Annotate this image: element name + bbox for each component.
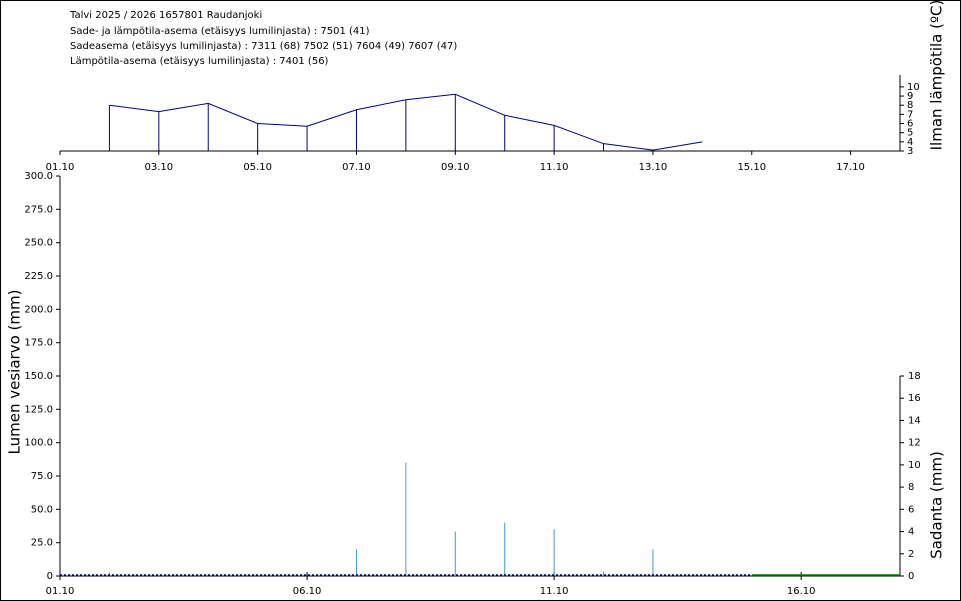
y2-tick-label: 6 <box>908 504 914 515</box>
x-tick-label: 11.10 <box>540 162 569 173</box>
y2-tick-label: 3 <box>907 146 913 157</box>
y-tick-label: 275.0 <box>24 204 53 215</box>
y2-tick-label: 8 <box>908 482 914 493</box>
y2-tick-label: 12 <box>908 438 921 449</box>
x-tick-label: 09.10 <box>441 162 470 173</box>
y-tick-label: 75.0 <box>31 471 53 482</box>
x-tick-label: 07.10 <box>342 162 371 173</box>
x-tick-label: 13.10 <box>639 162 668 173</box>
y2-tick-label: 9 <box>907 91 913 102</box>
header-line: Sadeasema (etäisyys lumilinjasta) : 7311… <box>70 41 457 52</box>
x-tick-label: 17.10 <box>836 162 865 173</box>
y2-tick-label: 18 <box>908 371 921 382</box>
y2-tick-label: 8 <box>907 100 913 111</box>
y-tick-label: 225.0 <box>24 271 53 282</box>
y-tick-label: 100.0 <box>24 438 53 449</box>
y2-tick-label: 10 <box>907 82 920 93</box>
x-tick-label: 15.10 <box>737 162 766 173</box>
x-tick-label: 01.10 <box>46 162 75 173</box>
y-axis-title: Lumen vesiarvo (mm) <box>6 290 24 455</box>
x-tick-label: 05.10 <box>243 162 272 173</box>
y-tick-label: 200.0 <box>24 304 53 315</box>
y2-axis-title: Ilman lämpötila (ºC) <box>928 0 946 150</box>
y-tick-label: 150.0 <box>24 371 53 382</box>
y-tick-label: 0 <box>47 571 53 582</box>
y-tick-label: 175.0 <box>24 338 53 349</box>
y2-tick-label: 10 <box>908 460 921 471</box>
y-tick-label: 50.0 <box>31 504 53 515</box>
y2-tick-label: 6 <box>907 119 913 130</box>
y-tick-label: 125.0 <box>24 404 53 415</box>
y2-tick-label: 14 <box>908 415 921 426</box>
x-tick-label: 03.10 <box>145 162 174 173</box>
y2-tick-label: 16 <box>908 393 921 404</box>
header-line: Talvi 2025 / 2026 1657801 Raudanjoki <box>69 10 262 21</box>
y-tick-label: 300.0 <box>24 171 53 182</box>
header-line: Lämpötila-asema (etäisyys lumilinjasta) … <box>70 56 329 67</box>
temperature-line <box>109 93 703 151</box>
x-tick-label: 11.10 <box>540 586 569 597</box>
y2-tick-label: 4 <box>908 527 914 538</box>
y2-tick-label: 7 <box>907 109 913 120</box>
x-tick-label: 16.10 <box>787 586 816 597</box>
y2-tick-label: 2 <box>908 549 914 560</box>
y-tick-label: 250.0 <box>24 238 53 249</box>
y2-tick-label: 4 <box>907 137 913 148</box>
x-tick-label: 01.10 <box>46 586 75 597</box>
y-tick-label: 25.0 <box>31 538 53 549</box>
y2-tick-label: 5 <box>907 128 913 139</box>
x-tick-label: 06.10 <box>293 586 322 597</box>
y2-axis-title: Sadanta (mm) <box>928 451 946 559</box>
y2-tick-label: 0 <box>908 571 914 582</box>
header-line: Sade- ja lämpötila-asema (etäisyys lumil… <box>70 26 370 37</box>
